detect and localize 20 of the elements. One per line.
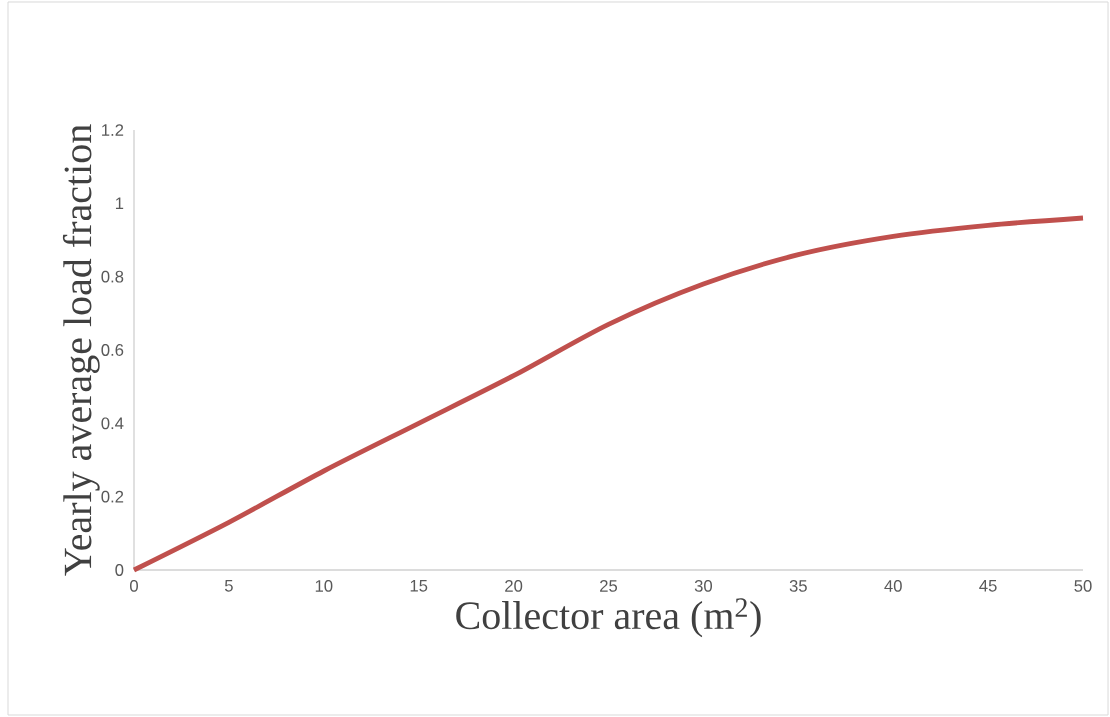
x-tick-label: 30	[694, 580, 713, 592]
x-tick-label: 5	[224, 580, 233, 592]
y-tick-label: 0.6	[101, 344, 124, 356]
x-tick-label: 45	[979, 580, 997, 592]
y-tick-label: 0.8	[101, 270, 124, 283]
y-tick-label: 1	[115, 197, 124, 210]
x-tick-label: 25	[600, 580, 618, 592]
x-tick-label: 40	[884, 580, 902, 592]
y-axis-title: Yearly average load fraction	[62, 124, 100, 576]
x-tick-label: 20	[505, 580, 523, 592]
x-tick-label: 10	[315, 580, 333, 592]
x-tick-label: 35	[789, 580, 807, 592]
y-tick-label: 0.2	[101, 490, 124, 503]
y-tick-label: 0	[115, 564, 124, 576]
y-tick-label: 0.4	[101, 417, 124, 430]
x-tick-label: 50	[1074, 580, 1092, 592]
x-tick-label: 0	[130, 580, 138, 592]
y-tick-label: 1.2	[102, 124, 124, 136]
x-tick-label: 15	[410, 580, 428, 592]
x-axis-title: Collector area (m$^{2}$)	[456, 598, 761, 638]
